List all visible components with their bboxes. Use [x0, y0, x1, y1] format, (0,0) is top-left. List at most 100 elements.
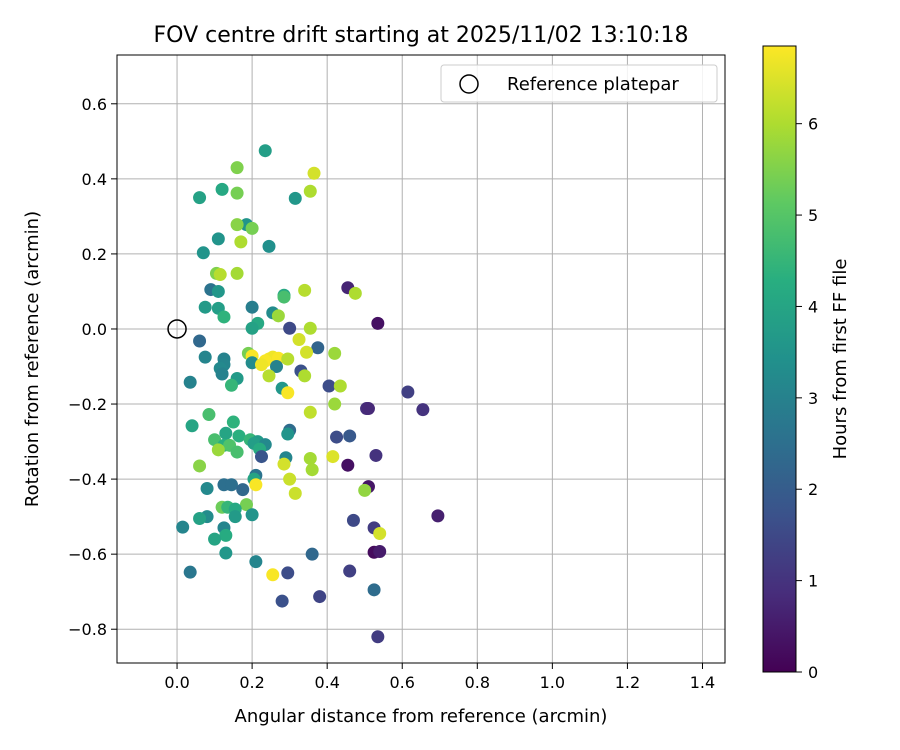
data-point	[401, 385, 415, 399]
colorbar-tick-label: 4	[808, 297, 818, 316]
data-point	[277, 457, 291, 471]
data-point	[211, 232, 225, 246]
data-point	[219, 546, 233, 560]
data-point	[198, 350, 212, 364]
data-point	[311, 341, 325, 355]
data-point	[303, 184, 317, 198]
data-point	[224, 378, 238, 392]
data-point	[230, 218, 244, 232]
y-tick-label: 0.0	[82, 320, 107, 339]
data-point	[230, 186, 244, 200]
data-point	[193, 191, 207, 205]
data-point	[193, 459, 207, 473]
y-tick-label: 0.4	[82, 170, 107, 189]
data-point	[307, 166, 321, 180]
data-point	[283, 321, 297, 335]
legend-entry-reference: Reference platepar	[507, 74, 679, 95]
data-point	[249, 555, 263, 569]
data-point	[298, 369, 312, 383]
data-point	[230, 266, 244, 280]
data-point	[275, 594, 289, 608]
data-point	[215, 367, 229, 381]
data-point	[215, 182, 229, 196]
chart-title: FOV centre drift starting at 2025/11/02 …	[154, 23, 689, 48]
data-point	[208, 433, 222, 447]
data-point	[281, 386, 295, 400]
data-point	[369, 448, 383, 462]
data-point	[348, 286, 362, 300]
data-point	[288, 486, 302, 500]
data-point	[200, 481, 214, 495]
legend-box	[440, 64, 718, 103]
data-point	[196, 246, 210, 260]
data-point	[236, 483, 250, 497]
data-point	[343, 429, 357, 443]
y-tick-label: −0.2	[68, 395, 107, 414]
data-point	[292, 332, 306, 346]
colorbar-tick-label: 0	[808, 663, 818, 682]
data-point	[245, 300, 259, 314]
data-point	[245, 321, 259, 335]
data-point	[303, 451, 317, 465]
colorbar-tick-label: 3	[808, 389, 818, 408]
data-point	[249, 478, 263, 492]
y-tick-label: 0.6	[82, 95, 107, 114]
data-point	[281, 566, 295, 580]
data-point	[202, 408, 216, 422]
data-point	[373, 527, 387, 541]
reference-platepar-marker	[167, 319, 187, 339]
data-point	[193, 512, 207, 526]
data-point	[322, 379, 336, 393]
data-point	[371, 630, 385, 644]
data-points	[176, 144, 445, 644]
data-point	[183, 565, 197, 579]
data-point	[281, 427, 295, 441]
data-point	[228, 510, 242, 524]
data-point	[234, 235, 248, 249]
data-point	[211, 284, 225, 298]
data-point	[326, 450, 340, 464]
data-point	[300, 345, 314, 359]
data-point	[245, 221, 259, 235]
x-tick-label: 1.2	[615, 673, 640, 692]
data-point	[271, 309, 285, 323]
x-tick-label: 0.0	[164, 673, 189, 692]
data-point	[367, 583, 381, 597]
data-point	[226, 415, 240, 429]
plot-frame	[116, 54, 726, 664]
colorbar-tick-label: 1	[808, 572, 818, 591]
data-point	[361, 402, 375, 416]
data-point	[305, 547, 319, 561]
data-point	[262, 239, 276, 253]
data-point	[208, 532, 222, 546]
data-point	[288, 191, 302, 205]
data-point	[431, 509, 445, 523]
y-tick-label: 0.2	[82, 245, 107, 264]
data-point	[176, 520, 190, 534]
data-point	[330, 430, 344, 444]
data-point	[245, 508, 259, 522]
data-point	[328, 397, 342, 411]
colorbar-tick-label: 2	[808, 480, 818, 499]
x-tick-label: 0.2	[239, 673, 264, 692]
data-point	[416, 403, 430, 417]
colorbar-ticks: 0 1 2 3 4 5 6	[796, 115, 818, 682]
data-point	[305, 463, 319, 477]
data-point	[333, 379, 347, 393]
data-point	[298, 283, 312, 297]
data-point	[270, 360, 284, 374]
x-axis-ticks: 0.0 0.2 0.4 0.6 0.8 1.0 1.2 1.4	[164, 663, 715, 692]
data-point	[373, 545, 387, 559]
data-point	[358, 483, 372, 497]
colorbar-gradient	[763, 46, 796, 672]
data-point	[303, 321, 317, 335]
data-point	[198, 300, 212, 314]
data-point	[213, 268, 227, 282]
data-point	[303, 405, 317, 419]
data-point	[239, 498, 253, 512]
x-tick-label: 0.8	[465, 673, 490, 692]
data-point	[211, 443, 225, 457]
x-tick-label: 1.0	[540, 673, 565, 692]
data-point	[371, 316, 385, 330]
legend-marker-icon	[459, 74, 479, 94]
